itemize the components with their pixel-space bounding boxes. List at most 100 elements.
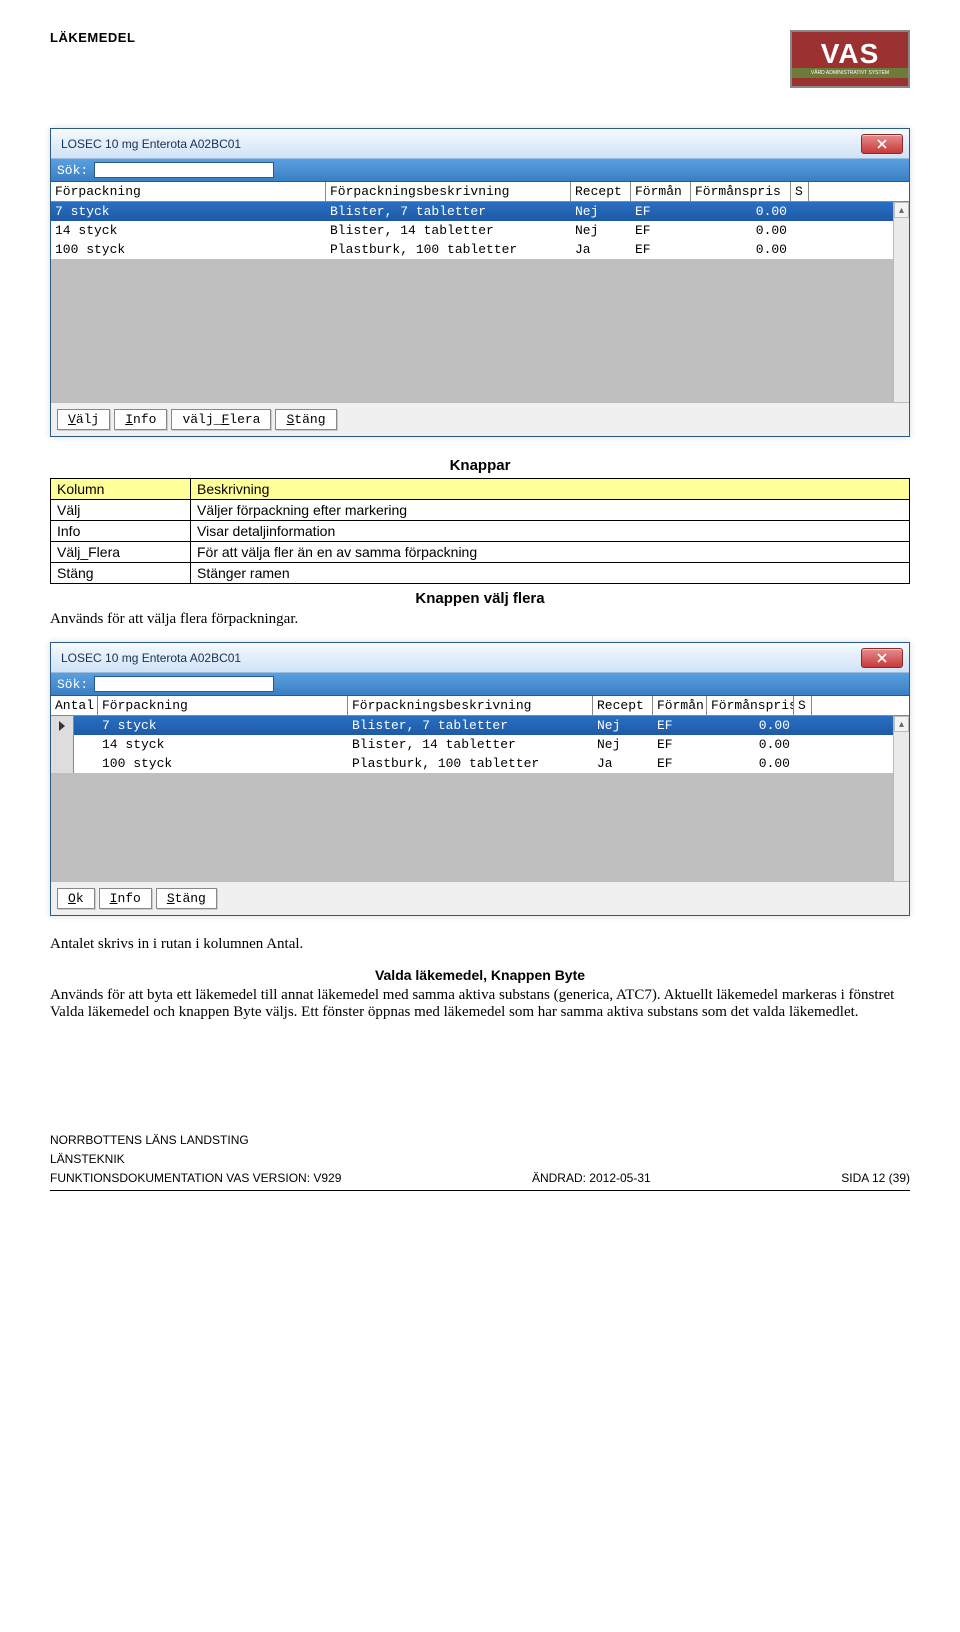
column-header[interactable]: Recept xyxy=(571,182,631,201)
page-title: LÄKEMEDEL xyxy=(50,30,135,45)
scroll-up-icon[interactable]: ▴ xyxy=(894,202,909,218)
table-cell: EF xyxy=(653,754,707,773)
table-cell[interactable] xyxy=(74,716,98,735)
column-header[interactable]: S xyxy=(794,696,812,715)
close-button[interactable] xyxy=(861,134,903,154)
v-lj-button[interactable]: Välj xyxy=(57,409,110,430)
st-ng-button[interactable]: Stäng xyxy=(275,409,336,430)
close-button[interactable] xyxy=(861,648,903,668)
column-header[interactable]: S xyxy=(791,182,809,201)
table-cell: 0.00 xyxy=(691,202,791,221)
desc-row: Välj_FleraFör att välja fler än en av sa… xyxy=(51,542,910,563)
column-header[interactable]: Förpackningsbeskrivning xyxy=(348,696,593,715)
table-row[interactable]: 7 styckBlister, 7 tabletterNejEF0.00 xyxy=(51,202,909,221)
desc-cell: Visar detaljinformation xyxy=(191,521,910,542)
table-cell: Blister, 14 tabletter xyxy=(326,221,571,240)
column-header[interactable]: Förmån xyxy=(653,696,707,715)
column-header[interactable]: Förpackning xyxy=(98,696,348,715)
footer-page: SIDA 12 (39) xyxy=(841,1169,910,1188)
search-label: Sök: xyxy=(57,163,88,178)
logo-text: VAS xyxy=(821,40,880,68)
column-header[interactable]: Förmån xyxy=(631,182,691,201)
row-marker xyxy=(51,716,74,735)
byte-heading: Valda läkemedel, Knappen Byte xyxy=(50,967,910,983)
table-cell: Blister, 7 tabletter xyxy=(326,202,571,221)
window1-table: FörpackningFörpackningsbeskrivningRecept… xyxy=(51,182,909,402)
table-cell: 0.00 xyxy=(707,754,794,773)
column-header[interactable]: Antal xyxy=(51,696,98,715)
column-header[interactable]: Förmånspris xyxy=(691,182,791,201)
table-cell: Nej xyxy=(593,716,653,735)
scroll-up-icon[interactable]: ▴ xyxy=(894,716,909,732)
desc-cell: Info xyxy=(51,521,191,542)
logo-subtitle: VÅRD ADMINISTRATIVT SYSTEM xyxy=(792,68,908,78)
scrollbar[interactable]: ▴ xyxy=(893,202,909,402)
column-header[interactable]: Förpackning xyxy=(51,182,326,201)
page-footer: NORRBOTTENS LÄNS LANDSTING LÄNSTEKNIK FU… xyxy=(50,1131,910,1191)
table-cell xyxy=(794,754,812,773)
column-header[interactable]: Recept xyxy=(593,696,653,715)
desc-cell: Väljer förpackning efter markering xyxy=(191,500,910,521)
row-marker xyxy=(51,735,74,754)
info-button[interactable]: Info xyxy=(114,409,167,430)
desc-col-header: Kolumn xyxy=(51,479,191,500)
window-forpackning: LOSEC 10 mg Enterota A02BC01 Sök: Förpac… xyxy=(50,128,910,437)
desc-col-header: Beskrivning xyxy=(191,479,910,500)
table-cell: EF xyxy=(631,202,691,221)
footer-org: NORRBOTTENS LÄNS LANDSTING xyxy=(50,1131,341,1150)
table-cell: EF xyxy=(631,221,691,240)
knappar-table: KolumnBeskrivning VäljVäljer förpackning… xyxy=(50,478,910,584)
table-cell xyxy=(791,240,809,259)
table-cell: Nej xyxy=(593,735,653,754)
scrollbar[interactable]: ▴ xyxy=(893,716,909,881)
window1-title: LOSEC 10 mg Enterota A02BC01 xyxy=(61,137,241,151)
table-cell: 100 styck xyxy=(51,240,326,259)
window-antal: LOSEC 10 mg Enterota A02BC01 Sök: AntalF… xyxy=(50,642,910,916)
table-cell: EF xyxy=(653,735,707,754)
byte-text: Används för att byta ett läkemedel till … xyxy=(50,987,910,1021)
table-cell: EF xyxy=(653,716,707,735)
table-cell: Ja xyxy=(571,240,631,259)
footer-dept: LÄNSTEKNIK xyxy=(50,1150,341,1169)
table-cell: 0.00 xyxy=(691,221,791,240)
knappen-valj-flera-heading: Knappen välj flera xyxy=(50,590,910,607)
table-cell: Blister, 14 tabletter xyxy=(348,735,593,754)
table-cell: Plastburk, 100 tabletter xyxy=(348,754,593,773)
table-row[interactable]: 14 styckBlister, 14 tabletterNejEF0.00 xyxy=(51,221,909,240)
close-icon xyxy=(877,139,887,149)
column-header[interactable]: Förmånspris xyxy=(707,696,794,715)
desc-row: StängStänger ramen xyxy=(51,563,910,584)
search-label: Sök: xyxy=(57,677,88,692)
table-cell: 14 styck xyxy=(51,221,326,240)
st-ng-button[interactable]: Stäng xyxy=(156,888,217,909)
table-cell xyxy=(794,716,812,735)
window2-table: AntalFörpackningFörpackningsbeskrivningR… xyxy=(51,696,909,881)
table-cell: 7 styck xyxy=(51,202,326,221)
search-input[interactable] xyxy=(94,676,274,692)
v-lj-flera-button[interactable]: välj_Flera xyxy=(171,409,271,430)
table-cell: Nej xyxy=(571,202,631,221)
table-cell[interactable] xyxy=(74,754,98,773)
table-row[interactable]: 14 styckBlister, 14 tabletterNejEF0.00 xyxy=(51,735,909,754)
info-button[interactable]: Info xyxy=(99,888,152,909)
table-row[interactable]: 100 styckPlastburk, 100 tabletterJaEF0.0… xyxy=(51,240,909,259)
desc-cell: Stänger ramen xyxy=(191,563,910,584)
table-cell[interactable] xyxy=(74,735,98,754)
table-cell xyxy=(791,202,809,221)
table-cell: 0.00 xyxy=(691,240,791,259)
column-header[interactable]: Förpackningsbeskrivning xyxy=(326,182,571,201)
table-cell: 0.00 xyxy=(707,735,794,754)
table-cell: Blister, 7 tabletter xyxy=(348,716,593,735)
search-input[interactable] xyxy=(94,162,274,178)
table-row[interactable]: 100 styckPlastburk, 100 tabletterJaEF0.0… xyxy=(51,754,909,773)
ok-button[interactable]: Ok xyxy=(57,888,95,909)
table-row[interactable]: 7 styckBlister, 7 tabletterNejEF0.00 xyxy=(51,716,909,735)
table-cell: Nej xyxy=(571,221,631,240)
desc-cell: Välj xyxy=(51,500,191,521)
table-cell: 14 styck xyxy=(98,735,348,754)
close-icon xyxy=(877,653,887,663)
table-cell: 7 styck xyxy=(98,716,348,735)
desc-cell: Stäng xyxy=(51,563,191,584)
mid-text: Används för att välja flera förpackninga… xyxy=(50,611,910,628)
table-cell: EF xyxy=(631,240,691,259)
